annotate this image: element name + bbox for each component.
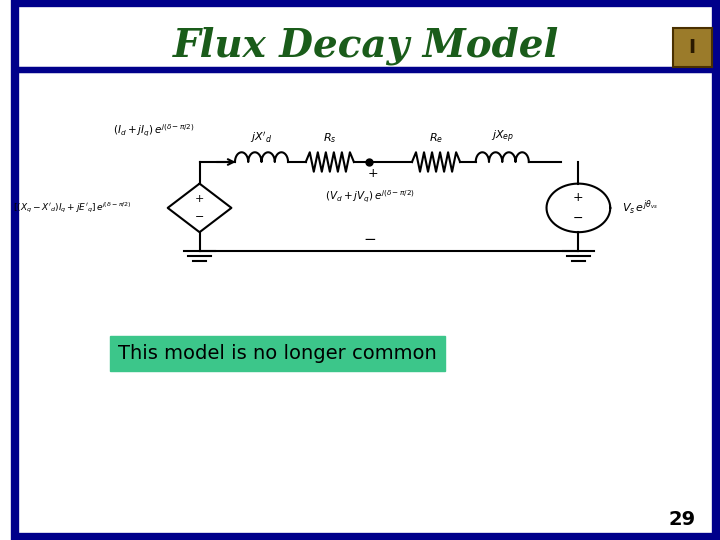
Text: Flux Decay Model: Flux Decay Model	[173, 26, 559, 65]
FancyBboxPatch shape	[672, 28, 711, 67]
Text: I: I	[688, 38, 696, 57]
Text: $[(X_q - X'_d)I_q + jE'_q]\,e^{j(\delta-\pi/2)}$: $[(X_q - X'_d)I_q + jE'_q]\,e^{j(\delta-…	[13, 201, 132, 215]
Text: This model is no longer common: This model is no longer common	[118, 344, 437, 363]
Text: $-$: $-$	[363, 230, 376, 245]
Text: $(V_d + jV_q)\,e^{j(\delta-\pi/2)}$: $(V_d + jV_q)\,e^{j(\delta-\pi/2)}$	[325, 189, 415, 205]
Text: +: +	[573, 191, 584, 204]
Text: $(I_d + jI_q)\,e^{j(\delta-\pi/2)}$: $(I_d + jI_q)\,e^{j(\delta-\pi/2)}$	[112, 123, 194, 139]
Text: $R_s$: $R_s$	[323, 131, 337, 145]
Text: $R_e$: $R_e$	[429, 131, 443, 145]
Text: $jX'_d$: $jX'_d$	[251, 130, 273, 145]
Text: +: +	[368, 167, 378, 180]
Text: $V_s\,e^{j\theta_{vs}}$: $V_s\,e^{j\theta_{vs}}$	[622, 199, 658, 217]
Text: $jX_{ep}$: $jX_{ep}$	[490, 129, 514, 145]
Text: −: −	[195, 212, 204, 222]
Text: −: −	[573, 212, 584, 225]
Text: +: +	[195, 194, 204, 204]
Text: 29: 29	[668, 510, 696, 529]
